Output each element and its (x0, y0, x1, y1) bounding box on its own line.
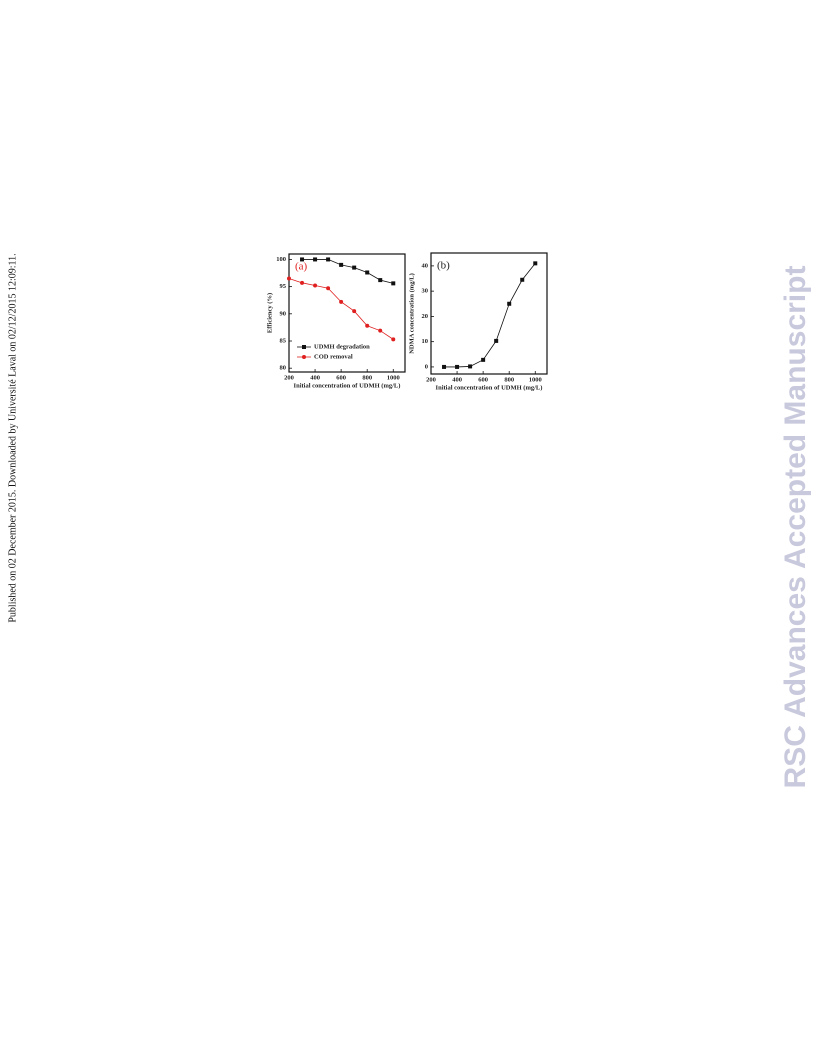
legend-label: UDMH degradation (314, 343, 370, 350)
x-axis-label: Initial concentration of UDMH (mg/L) (294, 382, 401, 389)
data-point (533, 261, 538, 266)
panel-label: (a) (295, 261, 308, 273)
legend-marker (302, 345, 306, 349)
data-point (391, 281, 396, 286)
x-tick-label: 600 (336, 374, 346, 381)
y-tick-label: 40 (422, 262, 429, 269)
series-line (444, 263, 536, 368)
data-point (365, 270, 370, 275)
x-tick-label: 1000 (387, 374, 400, 381)
panel-label: (b) (437, 260, 450, 272)
y-tick-label: 100 (276, 256, 286, 263)
x-tick-label: 800 (504, 376, 514, 383)
y-tick-label: 0 (425, 363, 428, 370)
series-line (288, 278, 394, 340)
data-point (300, 257, 305, 262)
y-tick-label: 85 (280, 337, 287, 344)
y-tick-label: 95 (280, 283, 287, 290)
data-point (520, 277, 525, 282)
series-line (302, 259, 394, 284)
data-point (339, 262, 344, 267)
data-point (287, 276, 291, 281)
x-tick-label: 200 (284, 374, 294, 381)
side-note: Published on 02 December 2015. Downloade… (7, 253, 18, 622)
data-point (391, 337, 396, 342)
data-point (365, 323, 370, 328)
y-tick-label: 10 (422, 338, 429, 345)
x-axis-label: Initial concentration of UDMH (mg/L) (436, 384, 543, 391)
y-tick-label: 20 (422, 313, 429, 320)
y-axis-label: NDMA concentration (mg/L) (408, 273, 415, 354)
data-point (313, 257, 318, 262)
data-point (455, 364, 460, 369)
data-point (468, 364, 473, 369)
watermark: RSC Advances Accepted Manuscript (779, 266, 812, 789)
legend-marker (302, 355, 306, 359)
plot-frame (430, 252, 548, 375)
x-tick-label: 200 (426, 376, 436, 383)
data-point (481, 357, 486, 362)
x-tick-label: 1000 (529, 376, 542, 383)
data-point (442, 364, 447, 369)
x-tick-label: 400 (452, 376, 462, 383)
y-tick-label: 80 (280, 365, 287, 372)
data-point (378, 278, 383, 283)
data-point (339, 299, 344, 304)
data-point (352, 309, 357, 314)
data-point (494, 338, 499, 343)
y-tick-label: 30 (422, 288, 429, 295)
data-point (313, 283, 318, 288)
data-point (378, 328, 383, 333)
data-point (326, 257, 331, 262)
x-tick-label: 400 (310, 374, 320, 381)
x-tick-label: 800 (362, 374, 372, 381)
data-point (300, 280, 305, 285)
plot-frame (288, 253, 406, 373)
y-axis-label: Efficiency (%) (266, 293, 273, 333)
x-tick-label: 600 (478, 376, 488, 383)
y-tick-label: 90 (280, 310, 287, 317)
data-point (326, 286, 331, 291)
data-point (352, 265, 357, 270)
data-point (507, 301, 512, 306)
legend-label: COD removal (314, 353, 353, 360)
